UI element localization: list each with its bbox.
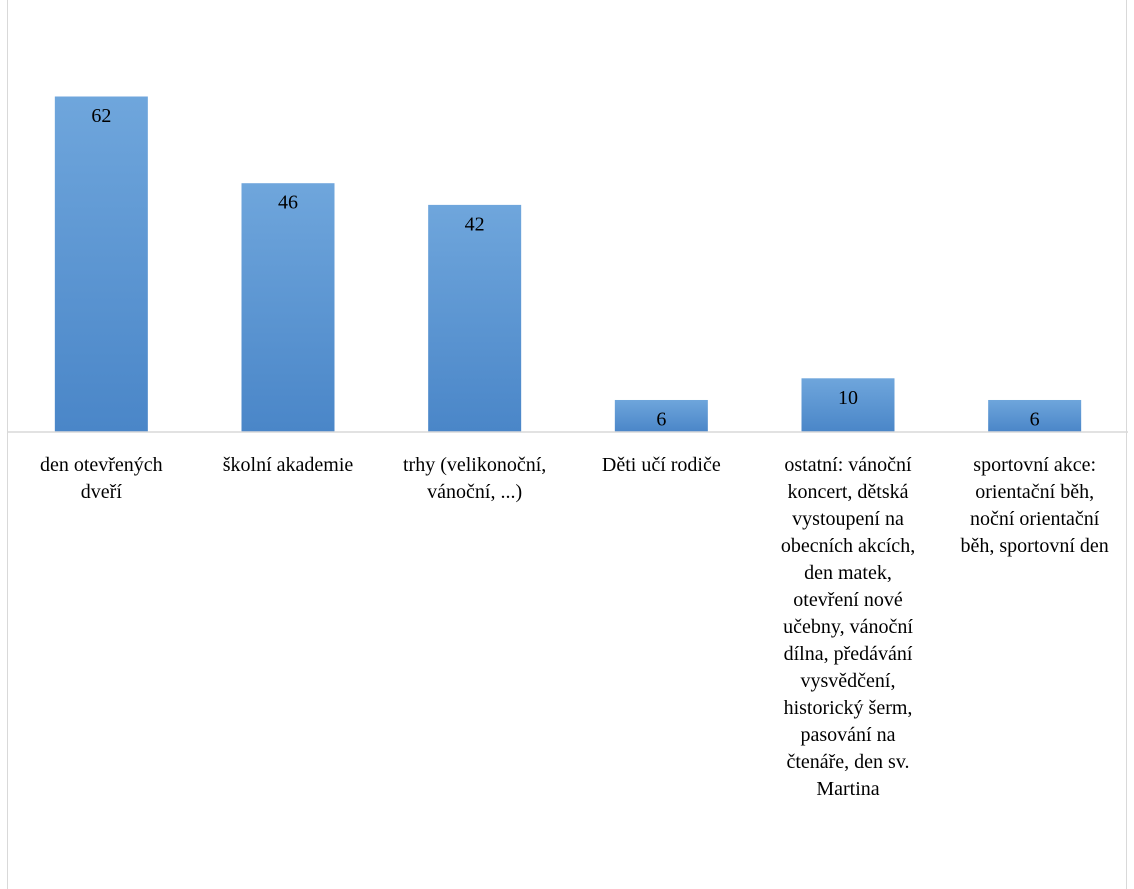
bar-4 bbox=[613, 398, 709, 433]
category-labels-layer: den otevřených dveří školní akademie trhy (… bbox=[40, 454, 1109, 800]
data-label-4: 6 bbox=[656, 408, 666, 430]
category-label-1: den otevřených dveří bbox=[40, 454, 163, 503]
chart-frame bbox=[7, 0, 1127, 889]
category-label-5: ostatní: vánoční koncert, dětská vystoupen… bbox=[781, 454, 915, 800]
data-label-3: 42 bbox=[465, 213, 485, 235]
category-label-2: školní akademie bbox=[223, 454, 354, 476]
category-label-6: sportovní akce: orientační běh, noční orie… bbox=[961, 454, 1109, 557]
category-label-4: Děti učí rodiče bbox=[602, 454, 721, 476]
bar-3 bbox=[427, 203, 523, 433]
data-label-1: 62 bbox=[91, 105, 111, 127]
bar-2 bbox=[240, 182, 336, 433]
bar-1 bbox=[53, 95, 149, 433]
data-label-6: 6 bbox=[1030, 408, 1040, 430]
data-label-5: 10 bbox=[838, 387, 858, 409]
category-label-3: trhy (velikonoční, vánoční, ...) bbox=[403, 454, 546, 503]
bar-5 bbox=[800, 377, 896, 433]
data-labels-layer: 62 46 42 6 10 6 bbox=[91, 105, 1039, 430]
data-label-2: 46 bbox=[278, 192, 298, 214]
bars-layer bbox=[53, 95, 1083, 433]
